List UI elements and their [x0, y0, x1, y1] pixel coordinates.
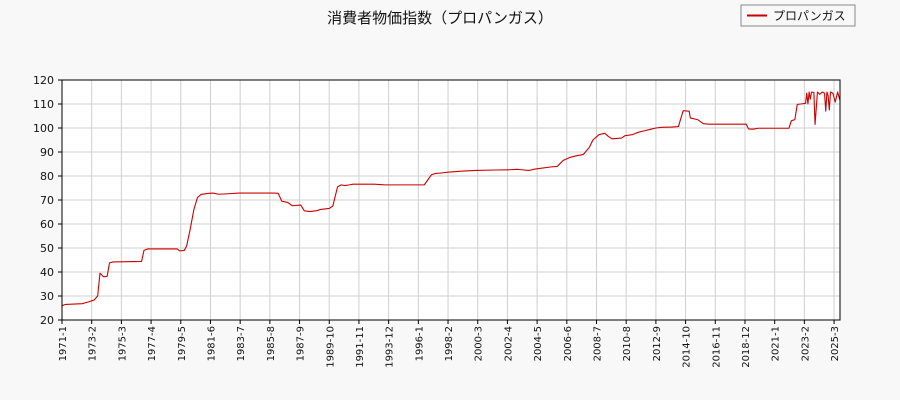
x-tick-label: 1977-4 — [147, 326, 158, 361]
x-tick-label: 1985-8 — [266, 326, 277, 361]
x-tick-label: 1991-11 — [355, 326, 366, 368]
plot-frame — [61, 79, 841, 321]
series-layer — [61, 91, 841, 307]
y-tick-label: 30 — [40, 290, 54, 303]
y-tick-label: 100 — [33, 122, 54, 135]
x-tick-label: 1975-3 — [117, 326, 128, 361]
y-tick-label: 110 — [33, 98, 54, 111]
x-tick-label: 1979-5 — [177, 326, 188, 361]
x-tick-label: 2008-7 — [593, 326, 604, 361]
y-tick-label: 60 — [40, 218, 54, 231]
series-line — [61, 91, 841, 307]
y-tick-label: 120 — [33, 74, 54, 87]
x-tick-label: 1996-1 — [414, 326, 425, 361]
y-tick-label: 20 — [40, 314, 54, 327]
legend-box — [740, 4, 856, 27]
legend-label: プロパンガス — [773, 9, 846, 23]
y-tick-label: 80 — [40, 170, 54, 183]
chart-title: 消費者物価指数（プロパンガス） — [327, 9, 553, 27]
legend: プロパンガス — [740, 4, 856, 27]
x-tick-label: 2023-2 — [800, 326, 811, 361]
x-tick-label: 1987-9 — [296, 326, 307, 361]
x-tick-label: 2014-10 — [682, 326, 693, 368]
y-tick-label: 90 — [40, 146, 54, 159]
x-tick-label: 1983-7 — [236, 326, 247, 361]
y-tick-label: 70 — [40, 194, 54, 207]
x-tick-label: 2010-8 — [622, 326, 633, 361]
x-tick-label: 2006-6 — [563, 326, 574, 361]
x-tick-label: 1993-12 — [385, 326, 396, 368]
plot-border — [61, 79, 841, 321]
y-tick-label: 40 — [40, 266, 54, 279]
y-tick-label: 50 — [40, 242, 54, 255]
x-tick-label: 1971-1 — [58, 326, 69, 361]
x-tick-label: 2000-3 — [474, 326, 485, 361]
x-tick-label: 1998-2 — [444, 326, 455, 361]
x-tick-label: 2002-4 — [503, 326, 514, 361]
x-tick-label: 1973-2 — [88, 326, 99, 361]
x-tick-label: 2004-5 — [533, 326, 544, 361]
x-tick-label: 2025-3 — [830, 326, 841, 361]
x-tick-label: 2016-11 — [711, 326, 722, 368]
x-tick-label: 2018-12 — [741, 326, 752, 368]
x-axis: 1971-1 1973-2 1975-3 1977-4 1979-5 1981-6 1983… — [58, 320, 841, 368]
x-tick-label: 2012-9 — [652, 326, 663, 361]
x-tick-label: 2021-1 — [771, 326, 782, 361]
x-tick-label: 1989-10 — [325, 326, 336, 368]
y-axis: 20 30 40 50 60 70 80 90 100 110 120 — [33, 74, 62, 327]
x-tick-label: 1981-6 — [206, 326, 217, 361]
